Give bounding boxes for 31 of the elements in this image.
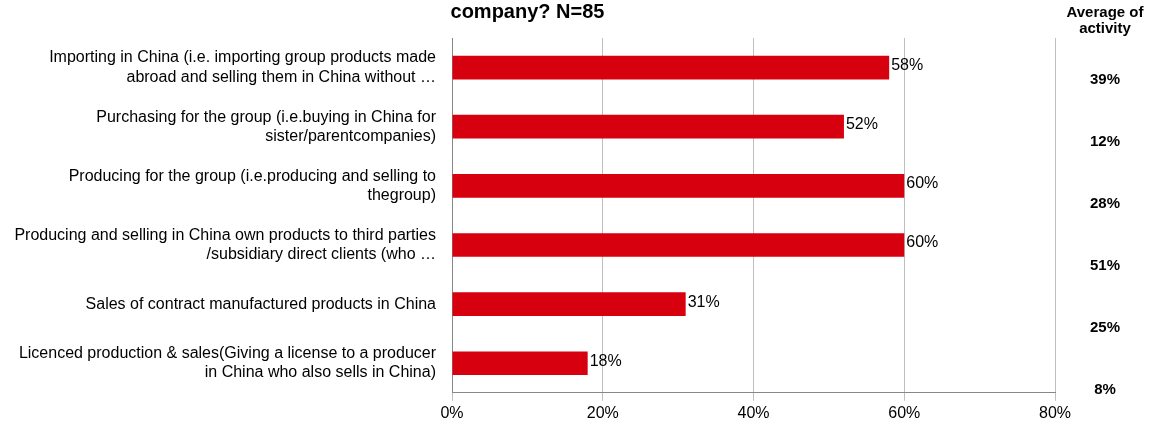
text: 12%: [1089, 131, 1121, 149]
y-tick-label: Purchasing for the group (i.e.buying in China for sister/parentcompanies): [96, 107, 437, 144]
x-tick-label: 20%: [586, 403, 619, 421]
text: 8%: [1093, 380, 1117, 398]
text: 51%: [1089, 255, 1121, 273]
y-tick-label: Sales of contract manufactured products in China: [85, 294, 437, 312]
bar: [452, 114, 844, 139]
y-tick-label: Producing for the group (i.e.producing and selling to thegroup): [68, 166, 437, 203]
text: 39%: [1089, 69, 1121, 87]
data-label: 52%: [845, 115, 878, 133]
data-label: 60%: [906, 233, 939, 251]
bar: [452, 55, 890, 80]
text: 28%: [1089, 193, 1121, 211]
bar: [452, 292, 686, 316]
text: 25%: [1089, 318, 1121, 336]
y-tick-label: Producing and selling in China own products to third parties /subsidiary direct clients (who …: [14, 225, 436, 262]
x-tick-label: 40%: [737, 403, 770, 421]
data-label: 60%: [906, 174, 939, 192]
text: Average of activity: [1065, 3, 1145, 36]
x-tick-label: 80%: [1038, 403, 1072, 421]
x-tick-label: 0%: [440, 403, 464, 421]
y-tick-label: Licenced production & sales(Giving a license to a producer in China who also sells in China): [18, 344, 437, 381]
bar: [452, 174, 905, 198]
bar: [452, 233, 905, 257]
data-label: 58%: [891, 55, 924, 73]
chart-title: company? N=85: [450, 0, 605, 22]
data-label: 18%: [589, 351, 622, 369]
bar: [452, 351, 588, 376]
y-tick-label: Importing in China (i.e. importing group products made abroad and selling them in China without …: [49, 48, 437, 85]
data-label: 31%: [687, 292, 720, 310]
x-tick-label: 60%: [888, 403, 921, 421]
